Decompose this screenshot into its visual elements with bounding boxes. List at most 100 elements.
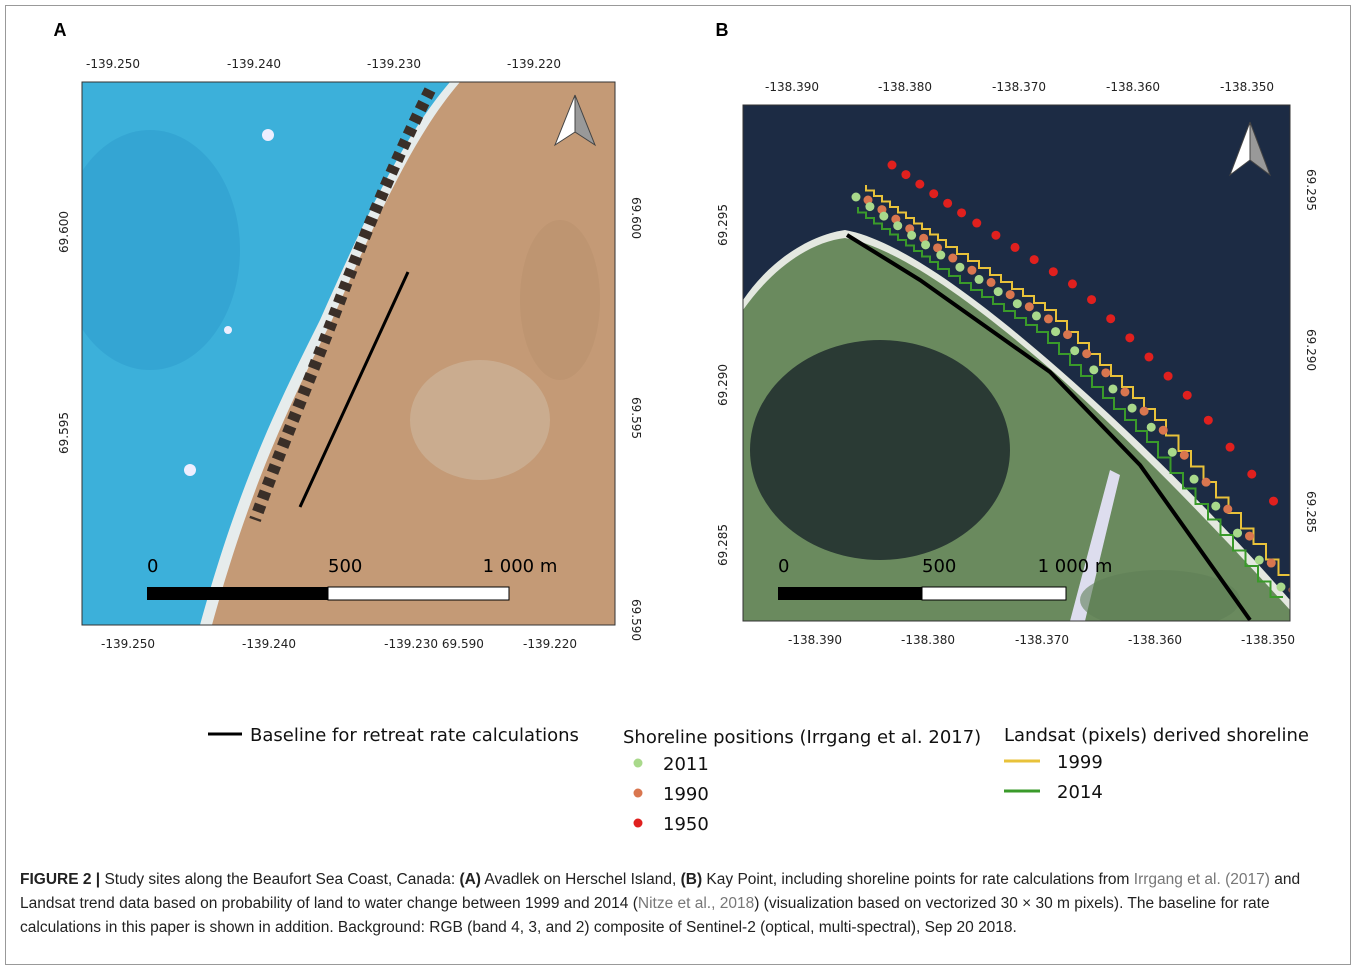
shore-point <box>901 170 910 179</box>
legend-label: 1950 <box>663 814 709 835</box>
figure: Baseline for retreat rate calculations S… <box>0 0 1358 860</box>
legend-label: 2011 <box>663 754 709 775</box>
shore-point <box>1101 368 1110 377</box>
shore-point <box>1070 346 1079 355</box>
scale-label: 1 000 m <box>1038 556 1113 577</box>
shore-point <box>1128 404 1137 413</box>
caption-link[interactable]: Irrgang et al. (2017) <box>1134 871 1270 888</box>
panel-label: A <box>54 20 67 40</box>
shore-point <box>955 263 964 272</box>
shore-point <box>1140 407 1149 416</box>
tick-label: 69.595 <box>57 412 71 454</box>
shore-point <box>1006 290 1015 299</box>
shore-point <box>1144 352 1153 361</box>
shore-point <box>929 189 938 198</box>
tick-label: -138.350 <box>1241 633 1295 647</box>
map-b <box>743 105 1322 630</box>
shore-point <box>1106 314 1115 323</box>
shore-point <box>1025 302 1034 311</box>
tick-label: -138.390 <box>788 633 842 647</box>
caption-label: FIGURE 2 | <box>20 871 100 888</box>
shore-point <box>1247 470 1256 479</box>
shore-point <box>967 266 976 275</box>
scale-label: 1 000 m <box>483 556 558 577</box>
shore-point <box>1190 475 1199 484</box>
shore-point <box>1269 497 1278 506</box>
tick-label: -138.350 <box>1220 80 1274 94</box>
tick-label: -138.390 <box>765 80 819 94</box>
shore-point <box>948 254 957 263</box>
shore-point <box>893 221 902 230</box>
tick-label: 69.295 <box>1304 169 1318 211</box>
tick-label: -138.360 <box>1128 633 1182 647</box>
shore-point <box>921 240 930 249</box>
caption-label: (B) <box>681 871 703 888</box>
shore-point <box>1063 330 1072 339</box>
shore-point <box>1030 255 1039 264</box>
shore-point <box>1032 311 1041 320</box>
shore-point <box>1108 384 1117 393</box>
caption-text: Avadlek on Herschel Island, <box>481 871 681 888</box>
shore-point <box>1164 372 1173 381</box>
shore-point <box>975 275 984 284</box>
tick-label: 69.600 <box>57 211 71 253</box>
shore-point <box>987 278 996 287</box>
tick-label: 69.290 <box>716 364 730 406</box>
legend-label: 1990 <box>663 784 709 805</box>
shore-point <box>1255 556 1264 565</box>
shore-point <box>936 251 945 260</box>
shore-point <box>1068 279 1077 288</box>
shore-point <box>1291 524 1300 533</box>
panel-label: B <box>716 20 729 40</box>
shore-point <box>1049 267 1058 276</box>
caption-link[interactable]: Nitze et al., 2018 <box>638 895 754 912</box>
tick-label: -138.370 <box>992 80 1046 94</box>
scale-label: 500 <box>328 556 362 577</box>
shore-point <box>1125 333 1134 342</box>
caption-text: Study sites along the Beaufort Sea Coast… <box>100 871 459 888</box>
shore-point <box>907 231 916 240</box>
shore-point <box>1245 532 1254 541</box>
tick-label: -138.380 <box>878 80 932 94</box>
shore-point <box>1277 583 1286 592</box>
tick-label: 69.295 <box>716 204 730 246</box>
shore-point <box>1223 505 1232 514</box>
shore-point <box>1044 314 1053 323</box>
shore-point <box>957 208 966 217</box>
tick-label: -139.240 <box>227 57 281 71</box>
shore-point <box>1313 551 1322 560</box>
legend-label: 1999 <box>1057 752 1103 773</box>
shore-point <box>879 212 888 221</box>
shore-point <box>991 231 1000 240</box>
legend-label: 2014 <box>1057 782 1103 803</box>
tick-label: -139.220 <box>523 637 577 651</box>
tick-label: -139.250 <box>101 637 155 651</box>
shore-point <box>1211 502 1220 511</box>
shore-point <box>1159 426 1168 435</box>
scale-label: 0 <box>778 556 789 577</box>
legend-title: Landsat (pixels) derived shoreline <box>1004 725 1309 746</box>
tick-label: -139.230 <box>367 57 421 71</box>
map-a <box>60 82 615 625</box>
shore-point <box>1267 559 1276 568</box>
shore-point <box>888 161 897 170</box>
shore-point <box>1082 349 1091 358</box>
shore-point <box>1204 416 1213 425</box>
legend-label: Baseline for retreat rate calculations <box>250 725 579 746</box>
shore-point <box>1011 243 1020 252</box>
legend-dot <box>634 759 643 768</box>
shore-point <box>852 193 861 202</box>
caption-label: (A) <box>459 871 481 888</box>
caption-text: Kay Point, including shoreline points fo… <box>702 871 1134 888</box>
tick-label: -139.230 69.590 <box>384 637 484 651</box>
scale-label: 0 <box>147 556 158 577</box>
shore-point <box>1226 443 1235 452</box>
tick-label: 69.590 <box>629 599 643 641</box>
shore-point <box>1233 529 1242 538</box>
tick-label: -139.220 <box>507 57 561 71</box>
shore-point <box>1087 295 1096 304</box>
shore-point <box>915 180 924 189</box>
tick-label: -138.370 <box>1015 633 1069 647</box>
shore-point <box>1168 448 1177 457</box>
shore-point <box>1202 478 1211 487</box>
